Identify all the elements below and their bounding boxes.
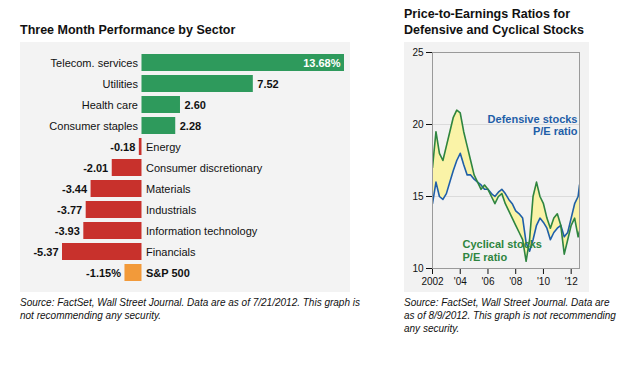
svg-text:2002: 2002 [421, 276, 444, 287]
svg-text:Telecom. services: Telecom. services [51, 57, 139, 69]
svg-text:Cyclical stocksP/E ratio: Cyclical stocksP/E ratio [463, 238, 543, 262]
svg-text:Materials: Materials [146, 183, 191, 195]
svg-text:Energy: Energy [146, 141, 181, 153]
svg-text:-2.01: -2.01 [83, 162, 108, 174]
svg-text:-3.93: -3.93 [55, 225, 80, 237]
svg-text:Industrials: Industrials [146, 204, 197, 216]
svg-text:Financials: Financials [146, 246, 196, 258]
svg-text:-1.15%: -1.15% [86, 267, 121, 279]
html-text:Source: FactSet, Wall Street J: Source: FactSet, Wall Street Journal. Da… [20, 297, 360, 321]
svg-text:'12: '12 [565, 276, 578, 287]
svg-text:20: 20 [412, 119, 424, 130]
svg-text:S&P 500: S&P 500 [146, 267, 190, 279]
svg-text:2.60: 2.60 [184, 99, 205, 111]
svg-text:Consumer discretionary: Consumer discretionary [146, 162, 263, 174]
svg-text:13.68%: 13.68% [303, 57, 341, 69]
svg-text:Consumer staples: Consumer staples [49, 120, 138, 132]
svg-text:7.52: 7.52 [257, 78, 278, 90]
svg-text:'10: '10 [537, 276, 550, 287]
html-text:Source: FactSet, Wall Street J: Source: FactSet, Wall Street Journal. Da… [404, 297, 616, 334]
svg-text:Defensive stocksP/E ratio: Defensive stocksP/E ratio [488, 113, 578, 137]
svg-text:15: 15 [412, 191, 424, 202]
svg-text:25: 25 [412, 47, 424, 58]
svg-text:Utilities: Utilities [103, 78, 139, 90]
svg-text:-3.77: -3.77 [57, 204, 82, 216]
svg-text:Information technology: Information technology [146, 225, 258, 237]
svg-text:10: 10 [412, 263, 424, 274]
svg-text:-3.44: -3.44 [62, 183, 88, 195]
svg-text:'04: '04 [454, 276, 467, 287]
svg-text:-5.37: -5.37 [33, 246, 58, 258]
svg-text:Health care: Health care [82, 99, 138, 111]
svg-text:2.28: 2.28 [180, 120, 201, 132]
svg-text:-0.18: -0.18 [110, 141, 135, 153]
svg-text:'08: '08 [509, 276, 522, 287]
html-text:Price-to-Earnings Ratios for D: Price-to-Earnings Ratios for Defensive a… [404, 7, 584, 37]
svg-text:'06: '06 [481, 276, 494, 287]
html-text:Three Month Performance by Sec: Three Month Performance by Sector [20, 23, 236, 37]
